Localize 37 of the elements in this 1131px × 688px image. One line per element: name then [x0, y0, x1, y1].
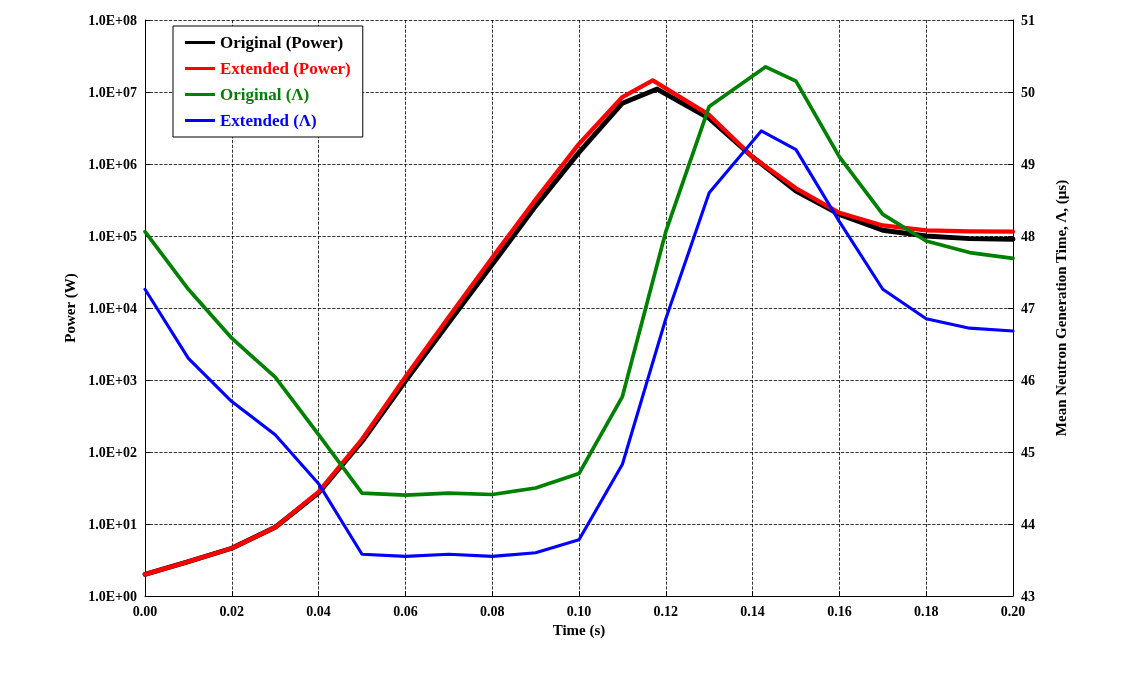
- x-tick-label: 0.02: [219, 603, 245, 619]
- legend-label: Extended (Power): [220, 59, 351, 78]
- y2-tick-label: 45: [1021, 444, 1035, 460]
- y-tick-label: 1.0E+01: [88, 516, 137, 532]
- legend-label: Original (Λ): [220, 85, 310, 104]
- legend-label: Original (Power): [220, 33, 344, 52]
- y-tick-label: 1.0E+00: [88, 588, 137, 604]
- x-tick-label: 0.10: [566, 603, 592, 619]
- y2-tick-label: 51: [1021, 12, 1035, 28]
- x-tick-label: 0.00: [132, 603, 158, 619]
- y-tick-label: 1.0E+07: [88, 84, 137, 100]
- y2-tick-label: 48: [1021, 228, 1035, 244]
- x-tick-label: 0.08: [479, 603, 505, 619]
- y2-tick-label: 47: [1021, 300, 1035, 316]
- x-tick-label: 0.12: [653, 603, 679, 619]
- y2-tick-label: 46: [1021, 372, 1035, 388]
- x-tick-label: 0.04: [306, 603, 331, 619]
- x-tick-label: 0.20: [1000, 603, 1026, 619]
- x-tick-label: 0.14: [740, 603, 765, 619]
- y2-tick-label: 50: [1021, 84, 1035, 100]
- y-tick-label: 1.0E+04: [88, 300, 137, 316]
- y-tick-label: 1.0E+06: [88, 156, 137, 172]
- x-axis-title: Time (s): [552, 622, 606, 640]
- x-tick-label: 0.18: [913, 603, 939, 619]
- y-axis-title: Power (W): [61, 273, 79, 343]
- y-tick-label: 1.0E+05: [88, 228, 137, 244]
- x-tick-label: 0.06: [393, 603, 418, 619]
- x-tick-label: 0.16: [827, 603, 852, 619]
- y2-tick-label: 49: [1021, 156, 1035, 172]
- y2-axis-title: Mean Neutron Generation Time, Λ, (μs): [1052, 179, 1070, 437]
- y-tick-label: 1.0E+03: [88, 372, 137, 388]
- y-tick-label: 1.0E+02: [88, 444, 137, 460]
- y2-tick-label: 44: [1021, 516, 1035, 532]
- y2-tick-label: 43: [1021, 588, 1035, 604]
- y-tick-label: 1.0E+08: [88, 12, 137, 28]
- line-series: [143, 64, 1015, 498]
- legend-label: Extended (Λ): [220, 111, 317, 130]
